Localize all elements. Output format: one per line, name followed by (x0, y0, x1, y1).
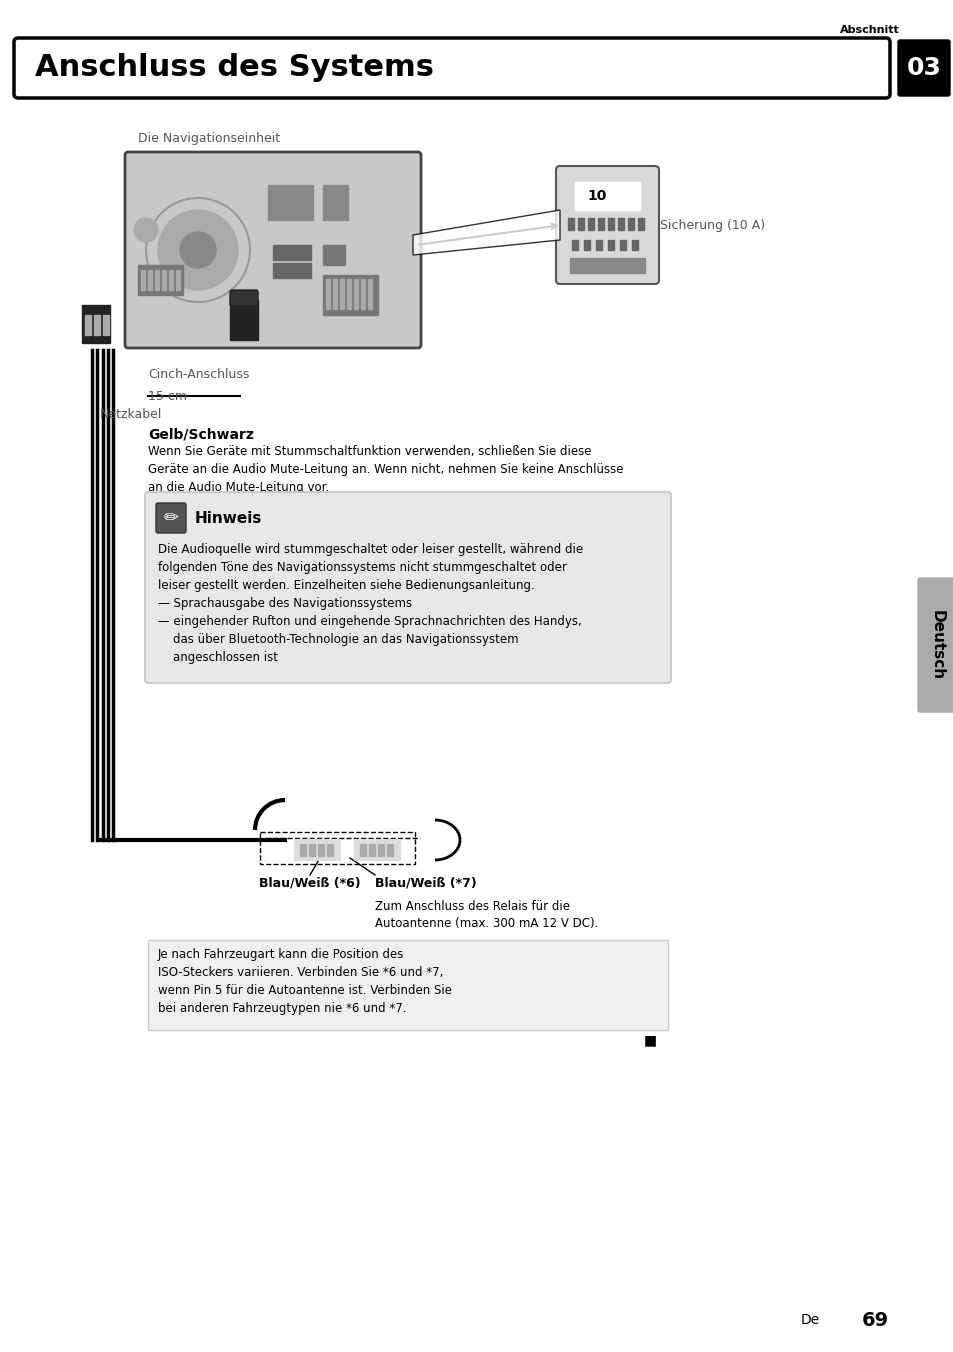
Text: Zum Anschluss des Relais für die
Autoantenne (max. 300 mA 12 V DC).: Zum Anschluss des Relais für die Autoant… (375, 900, 598, 930)
Text: 69: 69 (861, 1310, 887, 1329)
Bar (148, 270, 152, 289)
Text: De: De (800, 1313, 820, 1328)
Bar (575, 183, 639, 210)
Bar (578, 218, 583, 230)
Text: Blau/Weiß (*7): Blau/Weiß (*7) (375, 877, 476, 890)
Bar (627, 218, 634, 230)
Bar (327, 844, 333, 856)
Bar (607, 241, 614, 250)
Text: Deutsch: Deutsch (928, 610, 943, 680)
Bar (359, 844, 366, 856)
Bar (268, 185, 313, 220)
Bar (326, 279, 330, 310)
Bar (596, 241, 601, 250)
Text: 03: 03 (905, 55, 941, 80)
FancyBboxPatch shape (125, 151, 420, 347)
Bar (369, 844, 375, 856)
Bar (339, 279, 344, 310)
Bar (355, 840, 399, 860)
FancyBboxPatch shape (14, 38, 889, 97)
Bar (619, 241, 625, 250)
Bar (148, 940, 667, 1030)
Bar (309, 844, 314, 856)
Text: Wenn Sie Geräte mit Stummschaltfunktion verwenden, schließen Sie diese
Geräte an: Wenn Sie Geräte mit Stummschaltfunktion … (148, 445, 623, 493)
Bar (317, 844, 324, 856)
Bar (347, 279, 351, 310)
Bar (360, 279, 365, 310)
Bar (299, 844, 306, 856)
Bar (154, 270, 159, 289)
Bar (607, 218, 614, 230)
Text: Blau/Weiß (*6): Blau/Weiß (*6) (259, 877, 360, 890)
Polygon shape (413, 210, 559, 256)
Bar (162, 270, 166, 289)
Bar (138, 265, 183, 295)
Bar (85, 315, 91, 335)
Text: 10: 10 (587, 189, 606, 203)
Circle shape (180, 233, 215, 268)
Text: Sicherung (10 A): Sicherung (10 A) (659, 219, 764, 231)
Text: Hinweis: Hinweis (194, 511, 262, 526)
Bar (638, 218, 643, 230)
Bar (569, 258, 644, 273)
Bar (354, 279, 357, 310)
Circle shape (852, 1298, 896, 1343)
Bar (294, 840, 339, 860)
FancyBboxPatch shape (156, 503, 186, 533)
Bar (567, 218, 574, 230)
Circle shape (158, 210, 237, 289)
Circle shape (133, 218, 158, 242)
FancyBboxPatch shape (230, 289, 257, 306)
Bar (387, 844, 393, 856)
Text: Je nach Fahrzeugart kann die Position des
ISO-Steckers variieren. Verbinden Sie : Je nach Fahrzeugart kann die Position de… (158, 948, 452, 1015)
Bar (631, 241, 638, 250)
FancyBboxPatch shape (556, 166, 659, 284)
Bar (175, 270, 180, 289)
Bar (260, 831, 415, 864)
Text: ✏: ✏ (163, 508, 178, 527)
Text: Cinch-Anschluss: Cinch-Anschluss (148, 368, 249, 381)
Text: Netzkabel: Netzkabel (100, 408, 162, 420)
Bar (572, 241, 578, 250)
Bar (333, 279, 336, 310)
Bar (368, 279, 372, 310)
Bar (377, 844, 384, 856)
Bar (583, 241, 589, 250)
FancyBboxPatch shape (917, 579, 953, 713)
Bar (141, 270, 145, 289)
Bar (323, 274, 377, 315)
Text: Anschluss des Systems: Anschluss des Systems (35, 54, 434, 82)
FancyBboxPatch shape (145, 492, 670, 683)
Text: ■: ■ (642, 1033, 656, 1046)
Bar (587, 218, 594, 230)
Bar (103, 315, 109, 335)
Bar (230, 300, 257, 339)
Bar (323, 185, 348, 220)
Text: Die Audioquelle wird stummgeschaltet oder leiser gestellt, während die
folgenden: Die Audioquelle wird stummgeschaltet ode… (158, 544, 582, 664)
Bar (94, 315, 100, 335)
FancyBboxPatch shape (897, 41, 949, 96)
Bar (323, 245, 345, 265)
Bar (273, 264, 311, 279)
Text: Die Navigationseinheit: Die Navigationseinheit (138, 132, 280, 145)
Text: Abschnitt: Abschnitt (840, 24, 899, 35)
Bar (273, 245, 311, 260)
Bar (82, 306, 110, 343)
Text: 15 cm: 15 cm (148, 389, 187, 403)
Text: Gelb/Schwarz: Gelb/Schwarz (148, 429, 253, 442)
Bar (618, 218, 623, 230)
Bar (169, 270, 172, 289)
Bar (598, 218, 603, 230)
